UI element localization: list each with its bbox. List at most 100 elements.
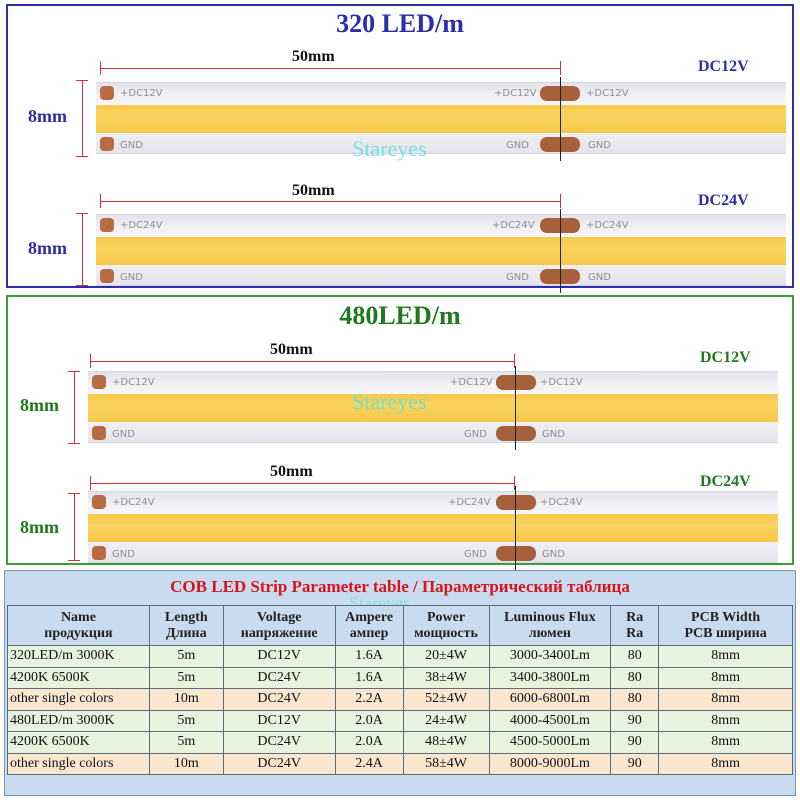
width-tick-bottom — [76, 285, 88, 286]
cell-name: 4200K 6500K — [7, 666, 150, 689]
pad-label-positive: +DC24V — [120, 220, 163, 231]
header-voltage: Voltage напряжение — [222, 605, 336, 646]
width-label: 8mm — [28, 106, 67, 126]
cell-length: 10m — [148, 688, 224, 711]
pad-label-gnd: GND — [112, 429, 135, 440]
solder-pad — [92, 375, 106, 389]
cell-width: 8mm — [658, 666, 793, 689]
pad-label-positive: +DC12V — [586, 88, 629, 99]
cell-flux: 8000-9000Lm — [488, 752, 612, 775]
solder-pad — [92, 495, 106, 509]
pad-label-positive: +DC24V — [448, 497, 491, 508]
voltage-label: DC12V — [700, 349, 751, 366]
cell-ampere: 1.6A — [334, 666, 404, 689]
width-dimension-line — [82, 213, 83, 285]
cell-power: 52±4W — [402, 688, 490, 711]
width-dimension-line — [74, 371, 75, 443]
width-label: 8mm — [20, 517, 59, 537]
cob-phosphor-band — [96, 237, 786, 265]
voltage-label: DC24V — [698, 192, 749, 209]
cell-ra: 80 — [610, 666, 660, 689]
length-tick-right — [514, 476, 515, 490]
header-name: Name продукция — [7, 605, 150, 646]
led-strip: +DC24V GND +DC24V GND +DC24V GND — [88, 486, 778, 570]
cell-voltage: DC24V — [222, 666, 336, 689]
width-tick-top — [68, 493, 80, 494]
cell-length: 5m — [148, 731, 224, 754]
cell-length: 5m — [148, 709, 224, 732]
cell-voltage: DC24V — [222, 752, 336, 775]
table-row: other single colors 10m DC24V 2.2A 52±4W… — [7, 688, 793, 711]
solder-pad — [92, 546, 106, 560]
cell-width: 8mm — [658, 752, 793, 775]
cell-flux: 3000-3400Lm — [488, 645, 612, 668]
pad-label-gnd: GND — [120, 272, 143, 283]
width-label: 8mm — [28, 238, 67, 258]
cell-length: 5m — [148, 666, 224, 689]
cell-ampere: 2.2A — [334, 688, 404, 711]
cell-power: 38±4W — [402, 666, 490, 689]
cell-width: 8mm — [658, 645, 793, 668]
pad-label-positive: +DC12V — [540, 377, 583, 388]
cut-line — [515, 366, 516, 450]
pad-label-gnd: GND — [112, 549, 135, 560]
cell-name: 480LED/m 3000K — [7, 709, 150, 732]
section-title-320: 320 LED/m — [336, 9, 464, 38]
pad-label-gnd: GND — [506, 140, 529, 151]
table-header-row: Name продукция Length Длина Voltage напряже… — [7, 605, 793, 646]
width-dimension-line — [82, 80, 83, 156]
pad-label-positive: +DC24V — [540, 497, 583, 508]
cob-phosphor-band — [96, 105, 786, 133]
pad-label-positive: +DC24V — [492, 220, 535, 231]
solder-pad — [100, 86, 114, 100]
width-tick-top — [76, 213, 88, 214]
parameter-table-section: COB LED Strip Parameter table / Параметр… — [4, 570, 796, 796]
watermark: Stareyes — [352, 389, 427, 414]
header-power: Power мощность — [402, 605, 490, 646]
table-row: 480LED/m 3000K 5m DC12V 2.0A 24±4W 4000-… — [7, 709, 793, 732]
length-label: 50mm — [270, 463, 313, 480]
table-row: 4200K 6500K 5m DC24V 2.0A 48±4W 4500-500… — [7, 731, 793, 754]
panel-320-led: 320 LED/m 50mm 8mm DC12V +DC12V GND +DC1… — [6, 4, 794, 293]
width-dimension-line — [74, 493, 75, 561]
cell-width: 8mm — [658, 731, 793, 754]
cell-name: 320LED/m 3000K — [7, 645, 150, 668]
cell-name: other single colors — [7, 688, 150, 711]
pad-label-positive: +DC12V — [112, 377, 155, 388]
cell-width: 8mm — [658, 688, 793, 711]
cell-ra: 90 — [610, 752, 660, 775]
length-tick-right — [560, 194, 561, 208]
length-tick-left — [100, 61, 101, 75]
pad-label-gnd: GND — [506, 272, 529, 283]
cell-flux: 4000-4500Lm — [488, 709, 612, 732]
header-length: Length Длина — [148, 605, 224, 646]
pad-label-positive: +DC24V — [112, 497, 155, 508]
pad-label-positive: +DC12V — [494, 88, 537, 99]
length-tick-right — [514, 354, 515, 368]
cut-point-pads — [496, 426, 536, 441]
width-tick-top — [68, 371, 80, 372]
led-strip: +DC12V GND +DC12V GND +DC12V GND — [96, 77, 786, 161]
cell-length: 5m — [148, 645, 224, 668]
pad-label-gnd: GND — [120, 140, 143, 151]
cell-voltage: DC12V — [222, 709, 336, 732]
watermark: Stareyes — [352, 136, 427, 161]
width-tick-bottom — [76, 156, 88, 157]
cell-ra: 90 — [610, 709, 660, 732]
section-title-480: 480LED/m — [339, 301, 461, 330]
led-strip: +DC12V GND +DC12V GND +DC12V GND — [88, 366, 778, 450]
voltage-label: DC12V — [698, 58, 749, 75]
cell-voltage: DC12V — [222, 645, 336, 668]
cell-power: 24±4W — [402, 709, 490, 732]
solder-pad — [100, 269, 114, 283]
pad-label-gnd: GND — [464, 429, 487, 440]
header-ra: Ra Ra — [610, 605, 660, 646]
cell-ampere: 1.6A — [334, 645, 404, 668]
cell-voltage: DC24V — [222, 688, 336, 711]
cell-ra: 80 — [610, 645, 660, 668]
pad-label-positive: +DC12V — [450, 377, 493, 388]
width-tick-bottom — [68, 560, 80, 561]
pad-label-gnd: GND — [588, 272, 611, 283]
length-dimension-line — [100, 201, 560, 202]
cut-line — [515, 486, 516, 570]
